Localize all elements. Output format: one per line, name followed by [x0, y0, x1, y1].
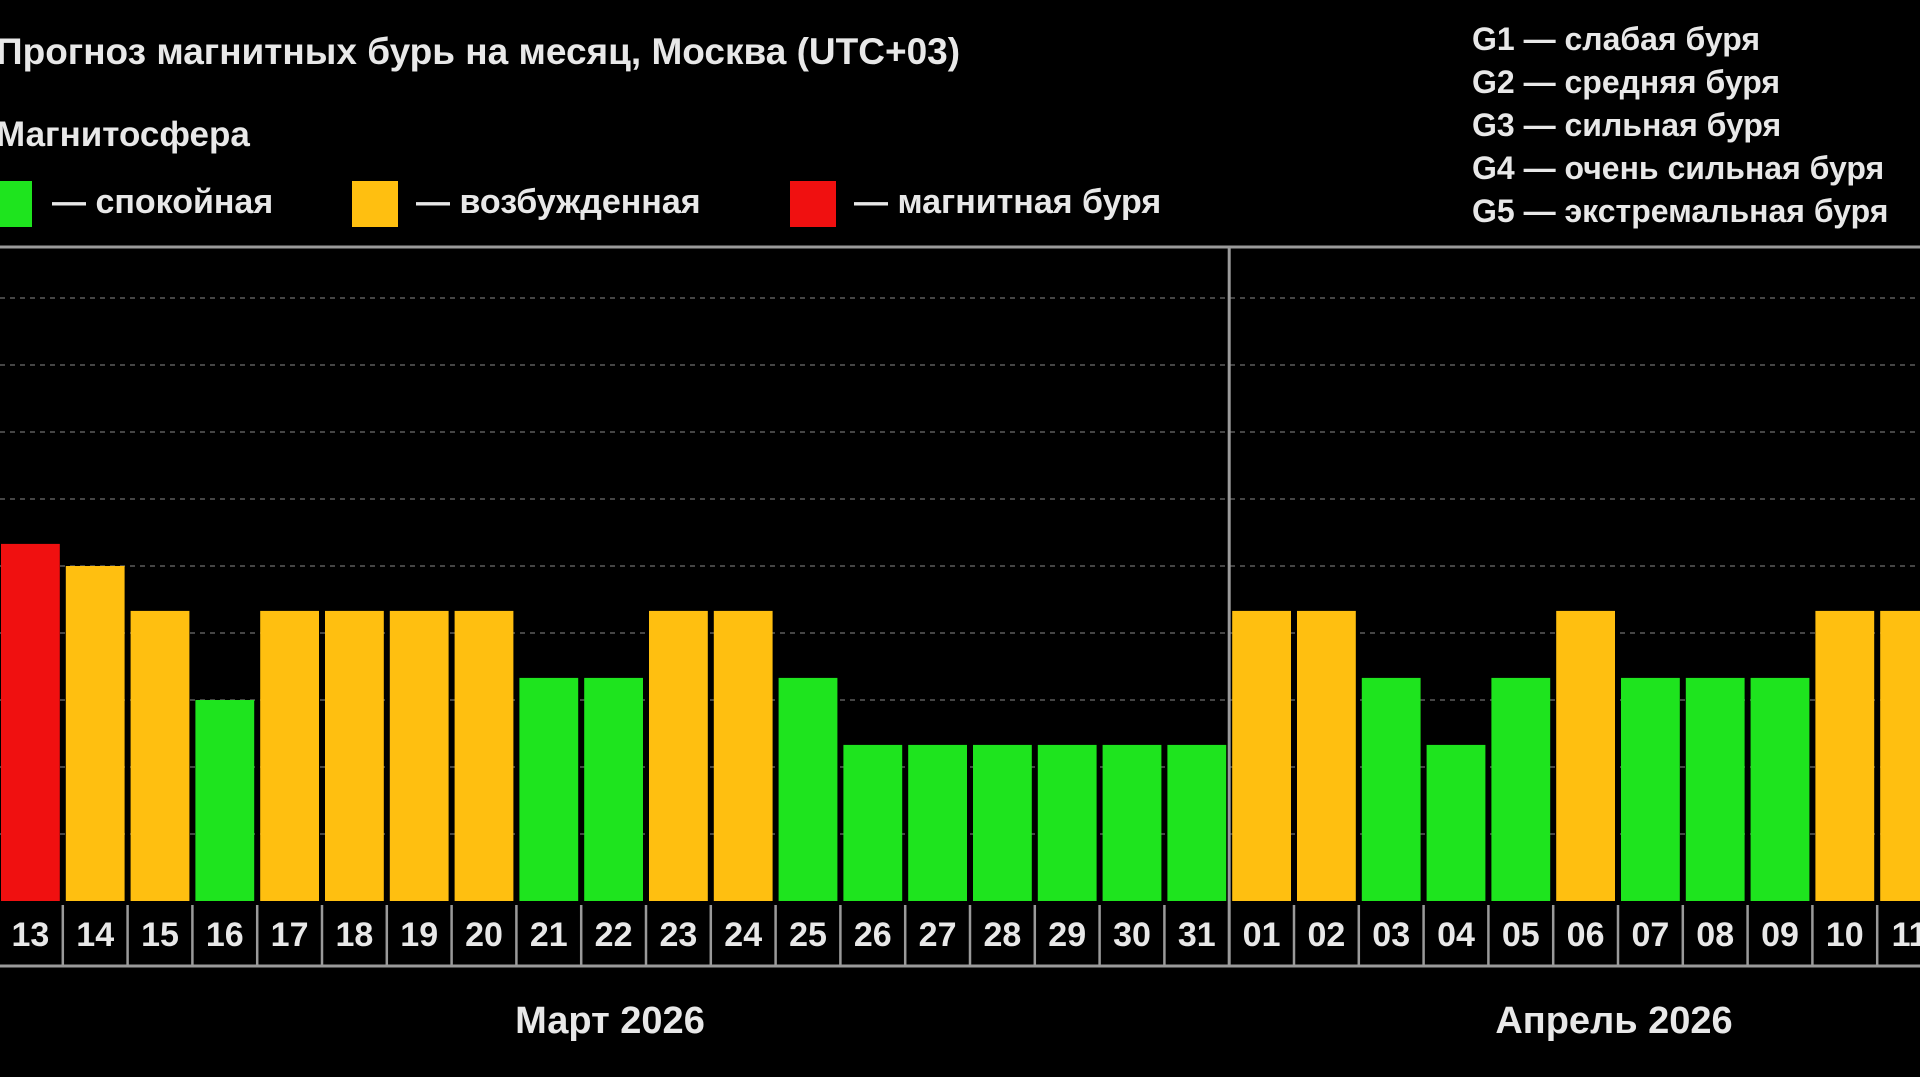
- tick-label-day: 13: [11, 916, 49, 954]
- bar-day-18: [325, 610, 384, 901]
- bar-day-03: [1361, 677, 1421, 901]
- tick-label-day: 04: [1437, 916, 1475, 954]
- g-scale-g2: G2 — средняя буря: [1472, 64, 1780, 100]
- chart-title: Прогноз магнитных бурь на месяц, Москва …: [0, 31, 960, 72]
- tick-label-day: 24: [724, 916, 762, 954]
- bar-series: [1, 543, 1920, 901]
- tick-label-day: 27: [919, 916, 957, 954]
- bar-day-20: [454, 610, 514, 901]
- legend-label-calm: — спокойная: [52, 183, 273, 221]
- tick-label-day: 10: [1826, 916, 1864, 954]
- g-scale-legend: G1 — слабая буря G2 — средняя буря G3 — …: [1472, 21, 1888, 229]
- tick-label-day: 08: [1696, 916, 1734, 954]
- tick-label-day: 30: [1113, 916, 1151, 954]
- tick-label-day: 21: [530, 916, 568, 954]
- tick-label-day: 01: [1243, 916, 1281, 954]
- magnetosphere-label: Магнитосфера: [0, 115, 250, 154]
- tick-label-day: 05: [1502, 916, 1540, 954]
- legend-label-storm: — магнитная буря: [854, 183, 1161, 221]
- bar-day-08: [1685, 677, 1745, 901]
- g-scale-g5: G5 — экстремальная буря: [1472, 193, 1888, 229]
- tick-label-day: 31: [1178, 916, 1216, 954]
- tick-label-day: 19: [400, 916, 438, 954]
- g-scale-g3: G3 — сильная буря: [1472, 107, 1781, 143]
- g-scale-g1: G1 — слабая буря: [1472, 21, 1760, 57]
- bar-day-28: [973, 744, 1032, 901]
- tick-label-day: 22: [595, 916, 633, 954]
- bar-day-25: [778, 677, 838, 901]
- month-label-march: Март 2026: [515, 1000, 705, 1042]
- tick-label-day: 20: [465, 916, 503, 954]
- bar-day-21: [519, 677, 579, 901]
- tick-label-day: 29: [1048, 916, 1086, 954]
- tick-label-day: 02: [1307, 916, 1345, 954]
- tick-label-day: 18: [335, 916, 373, 954]
- legend-label-excited: — возбужденная: [416, 183, 701, 221]
- bar-day-15: [130, 610, 190, 901]
- tick-label-day: 06: [1567, 916, 1605, 954]
- tick-label-day: 25: [789, 916, 827, 954]
- bar-day-02: [1297, 610, 1356, 901]
- bar-day-14: [65, 566, 125, 901]
- bar-day-07: [1621, 677, 1680, 901]
- bar-day-04: [1426, 744, 1486, 901]
- tick-label-day: 15: [141, 916, 179, 954]
- legend-swatch-excited: [352, 181, 398, 227]
- bar-day-16: [195, 700, 255, 901]
- x-axis: 13 14 15 16 17 18 19 20 21 22 23 24 25 26 27 28 29 30 31 01…: [0, 247, 1920, 968]
- bar-day-11: [1880, 610, 1920, 901]
- tick-label-day: 14: [76, 916, 114, 954]
- tick-label-day: 23: [659, 916, 697, 954]
- bar-day-23: [649, 610, 708, 901]
- tick-label-day: 03: [1372, 916, 1410, 954]
- state-legend: — спокойная — возбужденная — магнитная б…: [0, 181, 1161, 227]
- tick-label-day: 16: [206, 916, 244, 954]
- legend-swatch-storm: [790, 181, 836, 227]
- bar-day-06: [1556, 610, 1615, 901]
- bar-day-10: [1815, 610, 1875, 901]
- bar-day-30: [1102, 744, 1162, 901]
- tick-label-day: 17: [271, 916, 309, 954]
- tick-label-day: 26: [854, 916, 892, 954]
- legend-swatch-calm: [0, 181, 32, 227]
- month-label-april: Апрель 2026: [1495, 1000, 1732, 1042]
- g-scale-g4: G4 — очень сильная буря: [1472, 150, 1884, 186]
- bar-day-19: [389, 610, 449, 901]
- bar-day-26: [843, 744, 903, 901]
- tick-label-day: 09: [1761, 916, 1799, 954]
- bar-day-31: [1167, 744, 1227, 901]
- bar-day-05: [1491, 677, 1551, 901]
- tick-label-day: 11: [1892, 916, 1920, 954]
- bar-day-13: [1, 543, 60, 901]
- bar-day-17: [260, 610, 319, 901]
- bar-day-01: [1232, 610, 1291, 901]
- bar-day-09: [1750, 677, 1810, 901]
- bar-day-29: [1037, 744, 1097, 901]
- bar-day-24: [713, 610, 773, 901]
- tick-label-day: 07: [1631, 916, 1669, 954]
- bar-day-22: [584, 677, 643, 901]
- bar-day-27: [908, 744, 967, 901]
- tick-label-day: 28: [983, 916, 1021, 954]
